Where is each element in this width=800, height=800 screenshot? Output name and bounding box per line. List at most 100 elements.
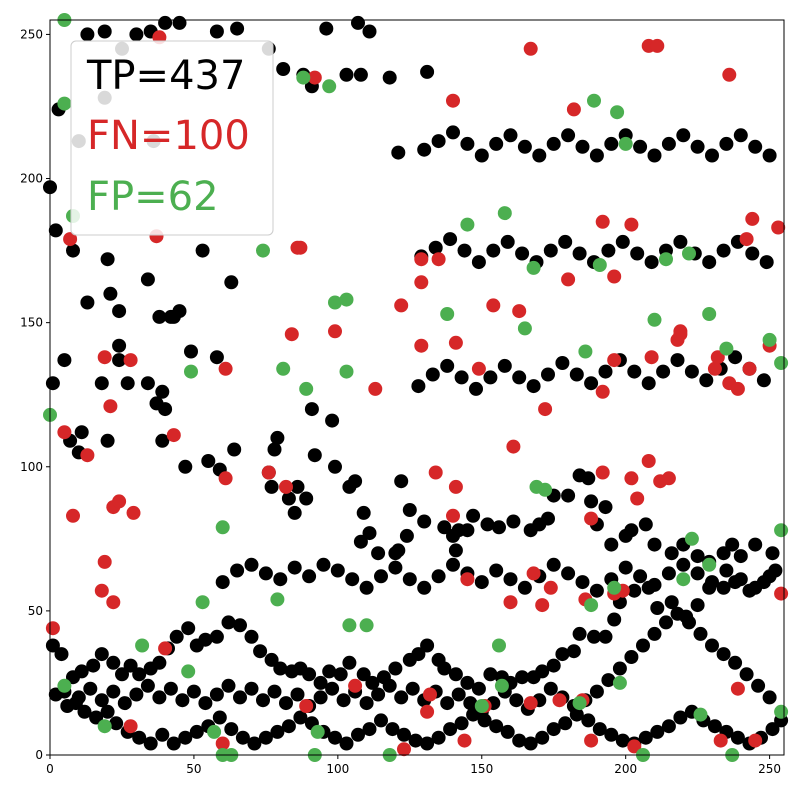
tp-point xyxy=(86,658,101,673)
tp-point xyxy=(356,505,371,520)
y-tick-label: 50 xyxy=(28,604,43,618)
tp-point xyxy=(172,304,187,319)
tp-point xyxy=(601,243,616,258)
tp-point xyxy=(402,503,417,517)
tp-point xyxy=(322,664,337,679)
tp-point xyxy=(480,517,495,532)
fp-point xyxy=(440,307,455,321)
tp-point xyxy=(762,569,777,584)
tp-point xyxy=(690,598,705,613)
tp-point xyxy=(759,255,774,270)
tp-point xyxy=(474,575,489,590)
fn-point xyxy=(446,93,460,108)
tp-point xyxy=(575,575,590,590)
tp-point xyxy=(420,638,435,653)
tp-point xyxy=(169,629,184,644)
fn-point xyxy=(448,479,463,494)
fn-point xyxy=(94,583,109,598)
tp-point xyxy=(607,612,622,627)
tp-point xyxy=(66,670,80,685)
tp-point xyxy=(299,491,314,506)
y-tick-label: 250 xyxy=(20,27,43,41)
tp-point xyxy=(420,736,435,751)
tp-point xyxy=(624,650,639,664)
tp-point xyxy=(584,494,599,509)
tp-point xyxy=(425,367,440,382)
tp-point xyxy=(155,433,170,448)
tp-point xyxy=(555,647,570,662)
fp-point xyxy=(276,361,291,376)
fp-point xyxy=(587,93,601,108)
tp-point xyxy=(471,681,486,696)
tp-point xyxy=(526,379,541,394)
tp-point xyxy=(728,655,743,670)
tp-point xyxy=(209,687,224,702)
tp-point xyxy=(402,572,417,587)
tp-point xyxy=(230,21,245,36)
fn-point xyxy=(650,38,665,53)
fn-point xyxy=(523,696,538,711)
fn-point xyxy=(394,298,409,313)
tp-point xyxy=(402,652,417,667)
fp-point xyxy=(299,381,314,396)
tp-point xyxy=(201,454,216,468)
tp-point xyxy=(486,243,501,258)
tp-point xyxy=(748,139,763,154)
tp-point xyxy=(209,24,224,39)
tp-point xyxy=(71,690,86,705)
tp-point xyxy=(647,537,662,552)
tp-point xyxy=(676,557,691,572)
tp-point xyxy=(172,15,187,30)
tp-point xyxy=(503,572,518,587)
fn-point xyxy=(624,471,639,486)
fn-point xyxy=(414,275,429,290)
x-tick-label: 150 xyxy=(470,762,493,776)
tp-point xyxy=(561,566,576,581)
tp-point xyxy=(581,713,596,728)
tp-point xyxy=(270,430,285,445)
tp-point xyxy=(163,681,178,696)
tp-point xyxy=(725,537,740,552)
tp-point xyxy=(598,364,613,379)
fn-point xyxy=(523,41,538,56)
y-tick-label: 200 xyxy=(20,172,43,186)
tp-point xyxy=(460,523,475,538)
fn-point xyxy=(503,595,518,610)
fp-point xyxy=(719,341,734,356)
tp-point xyxy=(112,338,127,353)
tp-point xyxy=(748,580,763,595)
tp-point xyxy=(94,376,109,391)
tp-point xyxy=(209,629,224,644)
fp-point xyxy=(618,136,633,151)
tp-point xyxy=(224,722,239,737)
tp-point xyxy=(489,719,504,734)
tp-point xyxy=(624,523,639,538)
tp-point xyxy=(483,667,498,682)
tp-point xyxy=(342,655,357,670)
fp-point xyxy=(339,292,354,307)
tp-point xyxy=(503,128,518,143)
tp-point xyxy=(244,629,259,644)
tp-point xyxy=(492,520,506,535)
tp-point xyxy=(647,148,662,163)
fn-point xyxy=(348,678,363,693)
tp-point xyxy=(175,693,190,708)
tp-point xyxy=(45,376,60,391)
tp-point xyxy=(417,142,432,157)
tp-point xyxy=(446,125,460,140)
fp-point xyxy=(342,618,357,633)
tp-point xyxy=(371,546,386,561)
tp-point xyxy=(690,566,705,581)
tp-point xyxy=(682,615,696,630)
fp-point xyxy=(584,598,599,613)
tp-point xyxy=(178,730,193,745)
tp-point xyxy=(512,370,527,385)
tp-point xyxy=(604,537,619,552)
tp-point xyxy=(408,733,423,748)
tp-point xyxy=(270,724,285,739)
fp-point xyxy=(774,704,789,719)
tp-point xyxy=(615,733,630,748)
fn-point xyxy=(420,704,435,719)
tp-point xyxy=(647,626,662,641)
tp-point xyxy=(100,252,115,267)
